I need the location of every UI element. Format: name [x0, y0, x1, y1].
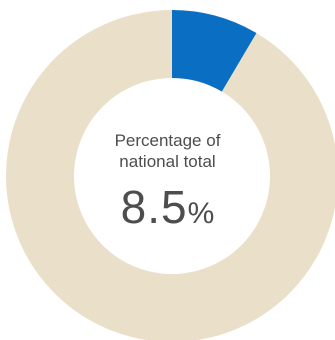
center-label-line-2: national total: [119, 152, 216, 171]
donut-slice-remainder: [6, 10, 335, 340]
center-value-unit: %: [187, 197, 215, 230]
center-label-line-1: Percentage of: [114, 131, 221, 150]
center-label: Percentage of national total: [0, 130, 335, 172]
center-value: 8.5%: [0, 180, 335, 234]
center-value-number: 8.5: [120, 181, 188, 233]
donut-slice-highlight: [172, 10, 257, 92]
